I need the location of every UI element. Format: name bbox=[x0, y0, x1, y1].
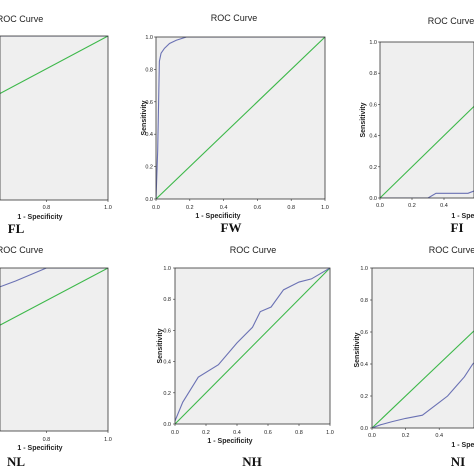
y-tick-label: 0.2 bbox=[369, 165, 377, 171]
plot-frame bbox=[379, 41, 474, 199]
y-axis-label: Sensitivity bbox=[157, 328, 164, 363]
x-tick-label: 1.0 bbox=[321, 205, 329, 211]
x-axis-label: 1 - Specificity bbox=[17, 214, 62, 221]
chart-title: ROC Curve bbox=[428, 16, 474, 26]
x-tick-label: 0.6 bbox=[264, 430, 272, 436]
roc-panel-ni: ROC Curve 0.0 0.2 0.4 0.0 0.2 0.4 0.6 0.8 1.0 1 - … bbox=[354, 245, 474, 469]
y-tick-label: 0.0 bbox=[369, 196, 377, 202]
x-tick-label: 0.2 bbox=[186, 205, 194, 211]
panel-label: NI bbox=[451, 454, 465, 469]
y-tick-label: 0.2 bbox=[145, 165, 153, 171]
plot-area bbox=[0, 268, 108, 431]
reference-diagonal-line bbox=[380, 105, 474, 198]
plot-frame bbox=[174, 267, 331, 425]
plot-area bbox=[380, 42, 474, 198]
chart-title: ROC Curve bbox=[0, 14, 43, 24]
x-tick-label: 0.4 bbox=[440, 203, 448, 209]
reference-diagonal-line bbox=[372, 330, 474, 428]
x-axis-label: 1 - Specificity bbox=[451, 442, 474, 449]
y-tick-label: 1.0 bbox=[360, 266, 368, 272]
x-tick-label: 0.4 bbox=[220, 205, 228, 211]
x-tick-label: 0.0 bbox=[152, 205, 160, 211]
plot-frame bbox=[371, 267, 474, 429]
chart-title: ROC Curve bbox=[0, 245, 43, 255]
y-tick-label: 0.2 bbox=[163, 391, 171, 397]
y-tick-label: 0.8 bbox=[369, 71, 377, 77]
x-axis-label: 1 - Specificity bbox=[195, 213, 240, 220]
y-tick-label: 0.8 bbox=[145, 67, 153, 73]
x-tick-label: 1.0 bbox=[326, 430, 334, 436]
x-axis-label: 1 - Specificity bbox=[17, 445, 62, 452]
roc-panel-nh: ROC Curve 0.0 0.2 0.4 0.6 0.8 1.0 0.0 0.2 0.4 0.6 0… bbox=[157, 245, 334, 469]
y-tick-label: 0.0 bbox=[163, 422, 171, 428]
y-tick-label: 0.2 bbox=[360, 394, 368, 400]
chart-title: ROC Curve bbox=[230, 245, 277, 255]
y-axis-label: Sensitivity bbox=[141, 100, 148, 135]
y-tick-label: 0.6 bbox=[145, 100, 153, 106]
x-tick-label: 0.0 bbox=[376, 203, 384, 209]
x-tick-label: 0.8 bbox=[43, 205, 51, 211]
plot-frame bbox=[0, 35, 109, 201]
roc-curve-line bbox=[156, 37, 325, 199]
y-tick-label: 0.4 bbox=[360, 362, 368, 368]
x-tick-label: 1.0 bbox=[104, 205, 112, 211]
y-tick-label: 0.6 bbox=[369, 102, 377, 108]
y-tick-label: 0.8 bbox=[163, 297, 171, 303]
x-tick-label: 0.2 bbox=[402, 433, 410, 439]
y-tick-label: 0.0 bbox=[360, 426, 368, 432]
plot-frame bbox=[155, 36, 326, 200]
x-tick-label: 1.0 bbox=[104, 437, 112, 443]
y-tick-label: 1.0 bbox=[145, 35, 153, 41]
panel-label: FW bbox=[221, 220, 242, 235]
roc-panel-fi: ROC Curve 0.0 0.2 0.4 0.0 0.2 0.4 0.6 0.8 1.0 1 - … bbox=[360, 16, 474, 235]
x-tick-label: 0.6 bbox=[254, 205, 262, 211]
roc-curve-line bbox=[372, 362, 474, 428]
plot-area bbox=[372, 268, 474, 428]
x-tick-label: 0.8 bbox=[43, 437, 51, 443]
panel-label: FI bbox=[451, 220, 464, 235]
x-tick-label: 0.4 bbox=[233, 430, 241, 436]
x-axis-label: 1 - Specificity bbox=[451, 213, 474, 220]
x-tick-label: 0.2 bbox=[408, 203, 416, 209]
panel-label: FL bbox=[8, 221, 25, 236]
y-tick-label: 0.0 bbox=[145, 197, 153, 203]
y-tick-label: 0.4 bbox=[163, 360, 171, 366]
plot-area bbox=[0, 36, 108, 200]
x-tick-label: 0.0 bbox=[368, 433, 376, 439]
y-tick-label: 1.0 bbox=[163, 266, 171, 272]
x-tick-label: 0.8 bbox=[287, 205, 295, 211]
x-tick-label: 0.4 bbox=[435, 433, 443, 439]
roc-curve-line bbox=[175, 268, 330, 422]
chart-title: ROC Curve bbox=[211, 13, 258, 23]
x-axis-label: 1 - Specificity bbox=[207, 438, 252, 445]
y-tick-label: 0.4 bbox=[145, 132, 153, 138]
y-tick-label: 0.6 bbox=[360, 330, 368, 336]
y-axis-label: Sensitivity bbox=[360, 102, 367, 137]
y-tick-label: 0.6 bbox=[163, 328, 171, 334]
roc-curve-line bbox=[0, 268, 108, 288]
chart-title: ROC Curve bbox=[429, 245, 474, 255]
y-axis-label: Sensitivity bbox=[354, 332, 361, 367]
y-tick-label: 0.8 bbox=[360, 298, 368, 304]
panel-label: NH bbox=[242, 454, 262, 469]
roc-panel-fw: ROC Curve 0.0 0.2 0.4 0.6 0.8 1.0 0.0 0.2 0.4 0.6 0… bbox=[141, 13, 329, 235]
reference-diagonal-line bbox=[156, 37, 325, 199]
y-tick-label: 1.0 bbox=[369, 40, 377, 46]
y-tick-label: 0.4 bbox=[369, 134, 377, 140]
reference-diagonal-line bbox=[0, 268, 108, 326]
x-tick-label: 0.2 bbox=[202, 430, 210, 436]
reference-diagonal-line bbox=[175, 268, 330, 424]
panel-label: NL bbox=[7, 454, 25, 469]
x-tick-label: 0.8 bbox=[295, 430, 303, 436]
plot-frame bbox=[0, 267, 109, 432]
x-tick-label: 0.0 bbox=[171, 430, 179, 436]
roc-curve-line bbox=[380, 190, 474, 198]
reference-diagonal-line bbox=[0, 36, 108, 95]
